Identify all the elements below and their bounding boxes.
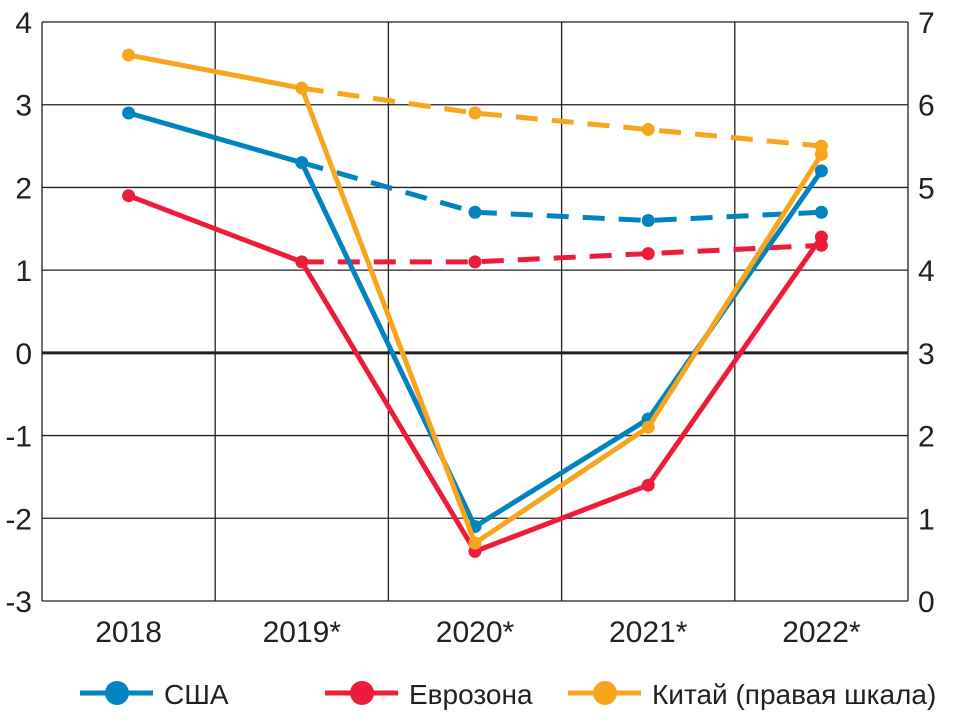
right-tick-label: 1 xyxy=(918,503,935,536)
eurozone-point xyxy=(295,255,309,269)
legend-item-usa: США xyxy=(80,679,229,710)
left-tick-label: 1 xyxy=(15,255,32,288)
x-tick-label: 2022* xyxy=(782,616,861,649)
right-tick-label: 2 xyxy=(918,421,935,454)
forecast-lines xyxy=(301,85,828,269)
china-point xyxy=(814,147,828,161)
left-tick-label: 0 xyxy=(15,338,32,371)
grid xyxy=(41,21,909,602)
legend-label: Еврозона xyxy=(409,679,533,710)
left-tick-label: -3 xyxy=(5,586,32,619)
usa-point xyxy=(814,164,828,178)
eurozone-forecast-line xyxy=(301,242,822,265)
usa-point xyxy=(122,106,136,120)
usa-point xyxy=(295,156,309,170)
legend-swatch-marker xyxy=(350,681,374,705)
eurozone-point xyxy=(122,189,136,203)
eurozone-point xyxy=(641,478,655,492)
china-line xyxy=(128,52,824,546)
china-forecast-point xyxy=(468,106,482,120)
left-tick-label: -1 xyxy=(5,421,32,454)
eurozone-forecast-point xyxy=(641,247,655,261)
right-tick-label: 7 xyxy=(918,7,935,40)
right-tick-label: 0 xyxy=(918,586,935,619)
right-axis-ticks: 7 6 5 4 3 2 1 0 xyxy=(918,7,935,619)
china-forecast-point xyxy=(641,123,655,137)
right-tick-label: 3 xyxy=(918,338,935,371)
usa-forecast-point xyxy=(468,205,482,219)
china-point xyxy=(122,48,136,62)
china-forecast-line xyxy=(301,85,822,149)
legend-label: Китай (правая шкала) xyxy=(652,679,936,710)
usa-forecast-point xyxy=(641,214,655,228)
actual-lines xyxy=(122,48,828,558)
x-tick-label: 2021* xyxy=(609,616,688,649)
legend-item-eurozone: Еврозона xyxy=(325,679,533,710)
left-tick-label: 4 xyxy=(15,7,32,40)
x-tick-label: 2019* xyxy=(263,616,342,649)
right-tick-label: 5 xyxy=(918,172,935,205)
left-tick-label: 3 xyxy=(15,90,32,123)
eurozone-point xyxy=(814,230,828,244)
china-point xyxy=(641,420,655,434)
right-tick-label: 4 xyxy=(918,255,935,288)
legend-item-china: Китай (правая шкала) xyxy=(568,679,936,710)
eurozone-forecast-point xyxy=(468,255,482,269)
left-axis-ticks: 4 3 2 1 0 -1 -2 -3 xyxy=(5,7,32,619)
left-tick-label: -2 xyxy=(5,503,32,536)
x-tick-label: 2018 xyxy=(95,616,162,649)
china-point xyxy=(295,81,309,95)
legend: США Еврозона Китай (правая шкала) xyxy=(80,679,936,710)
china-point xyxy=(468,536,482,550)
left-tick-label: 2 xyxy=(15,172,32,205)
usa-forecast-line xyxy=(301,160,822,224)
x-tick-label: 2020* xyxy=(436,616,515,649)
legend-swatch-marker xyxy=(105,681,129,705)
right-tick-label: 6 xyxy=(918,90,935,123)
usa-forecast-point xyxy=(814,205,828,219)
legend-label: США xyxy=(164,679,229,710)
x-axis-ticks: 2018 2019* 2020* 2021* 2022* xyxy=(95,616,861,649)
legend-swatch-marker xyxy=(593,681,617,705)
